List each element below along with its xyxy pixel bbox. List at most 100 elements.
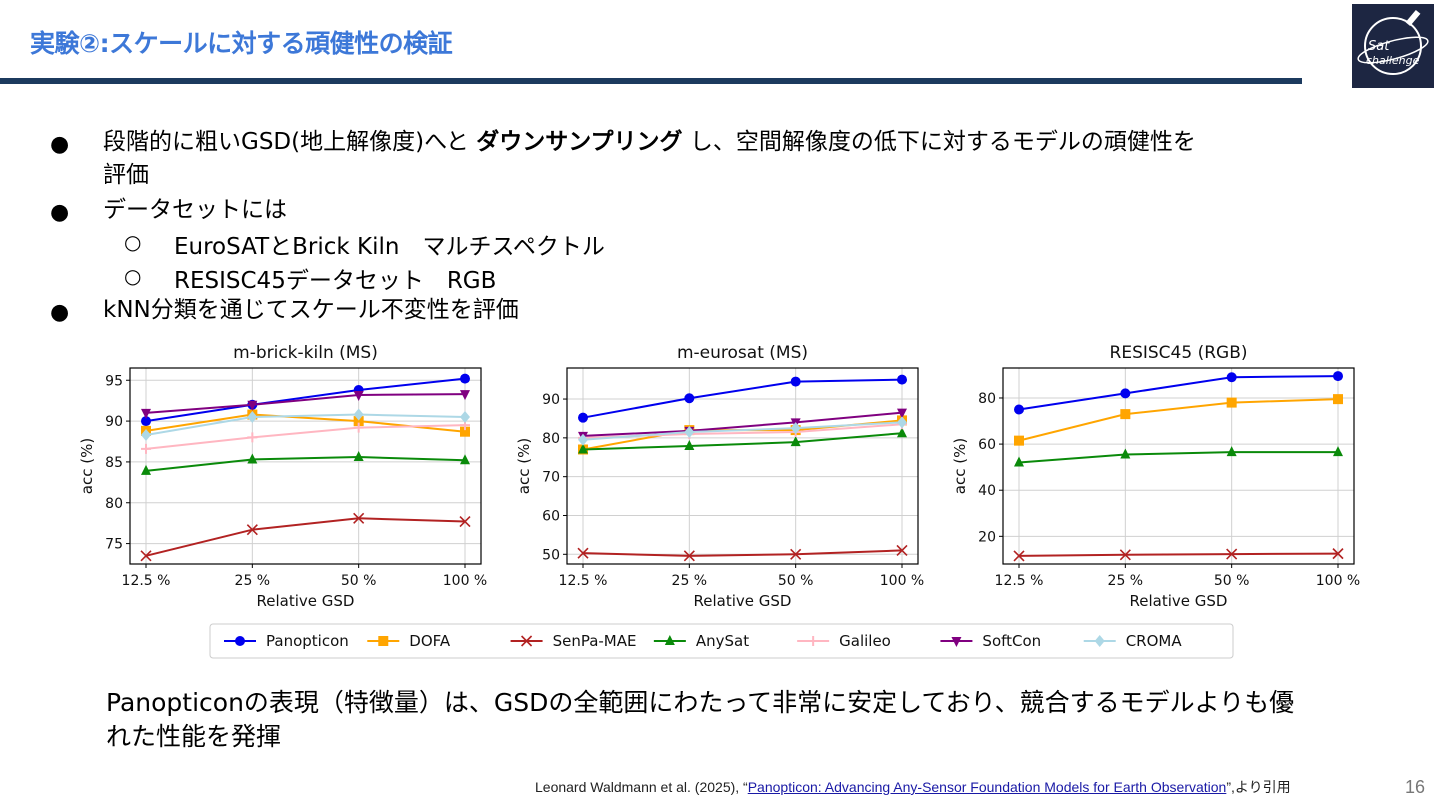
data-point-galileo: [353, 422, 364, 433]
series-anysat: [1014, 446, 1343, 467]
data-point-dofa: [353, 416, 364, 427]
data-point-senpa-mae: [353, 512, 365, 524]
conclusion-line-2: れた性能を発揮: [106, 722, 282, 751]
data-point-senpa-mae: [1332, 548, 1344, 560]
series-line-anysat: [1018, 451, 1338, 464]
y-tick-label: 80: [542, 431, 560, 447]
series-line-galileo: [145, 424, 466, 450]
bullet-marker: ●: [50, 300, 70, 325]
data-point-croma: [578, 433, 588, 446]
legend-marker: [378, 636, 389, 646]
data-point-softcon: [460, 390, 470, 401]
series-croma: [141, 408, 470, 441]
series-line-panopticon: [1018, 375, 1339, 411]
x-axis-label: Relative GSD: [694, 592, 792, 610]
citation-link[interactable]: Panopticon: Advancing Any-Sensor Foundat…: [747, 779, 1227, 795]
legend-label: DOFA: [409, 632, 451, 650]
data-point-senpa-mae: [1013, 550, 1025, 562]
legend-label: AnySat: [696, 632, 749, 650]
citation-prefix: Leonard Waldmann et al. (2025), “: [535, 779, 748, 795]
series-line-dofa: [145, 413, 466, 433]
y-tick-label: 80: [105, 496, 123, 512]
logo-graphic: Sat challenge: [1357, 9, 1429, 75]
data-point-dofa: [460, 426, 470, 437]
x-tick-label: 50 %: [1214, 573, 1250, 589]
legend-label: Panopticon: [266, 632, 349, 650]
bullet-marker: ●: [50, 132, 70, 157]
y-tick-label: 85: [105, 455, 123, 471]
page-number: 16: [1405, 777, 1426, 797]
chart-panel-3: 20 40 60 80 12.5 % 25 % 50 % 100 % RESISC45 (RGB…: [951, 343, 1360, 610]
x-axis-label: Relative GSD: [257, 592, 355, 610]
data-point-anysat: [1120, 448, 1131, 459]
plot-frame: [1002, 367, 1355, 565]
sub-bullet-marker: ○: [124, 230, 142, 254]
x-tick-label: 100 %: [443, 573, 487, 589]
series-senpa-mae: [577, 544, 908, 562]
y-tick-label: 60: [542, 508, 560, 524]
citation-suffix: ”,より引用: [1226, 779, 1291, 795]
sat-challenge-logo: Sat challenge: [1352, 4, 1434, 88]
legend-label: SoftCon: [982, 632, 1041, 650]
data-point-dofa: [1333, 394, 1343, 405]
data-point-senpa-mae: [683, 550, 695, 562]
data-point-anysat: [578, 443, 588, 454]
legend-entry-anysat: AnySat: [653, 632, 749, 650]
bullet-1-text: 段階的に粗いGSD(地上解像度)へと ダウンサンプリング し、空間解像度の低下に…: [103, 126, 1373, 192]
sub-bullet-2-text: RESISC45データセット RGB: [174, 268, 497, 294]
series-line-senpa-mae: [1018, 552, 1339, 557]
y-tick-label: 95: [105, 373, 123, 389]
data-point-panopticon: [790, 376, 801, 387]
bullet-2-text: データセットには: [103, 197, 287, 223]
legend-entry-panopticon: Panopticon: [224, 632, 349, 650]
data-point-senpa-mae: [577, 547, 589, 559]
title-rule: [0, 78, 1302, 84]
conclusion-line-1: Panopticonの表現（特徴量）は、GSDの全範囲にわたって非常に安定してお…: [106, 688, 1295, 717]
data-point-senpa-mae: [1119, 549, 1131, 561]
data-point-dofa: [1226, 397, 1237, 408]
series-line-panopticon: [582, 378, 903, 419]
data-point-anysat: [141, 464, 151, 475]
data-point-senpa-mae: [246, 524, 258, 536]
data-point-panopticon: [578, 412, 588, 423]
chart-title: m-eurosat (MS): [677, 343, 808, 363]
series-line-softcon: [145, 393, 466, 414]
legend-marker: [521, 635, 533, 647]
bullet-1-bold: ダウンサンプリング: [476, 129, 683, 155]
y-tick-label: 80: [978, 391, 996, 407]
data-point-anysat: [684, 440, 695, 451]
data-point-croma: [790, 422, 801, 435]
data-point-panopticon: [1226, 372, 1237, 383]
series-softcon: [141, 390, 470, 419]
data-point-galileo: [247, 432, 258, 443]
legend-marker: [235, 636, 245, 646]
logo-text-sat: Sat: [1368, 39, 1390, 54]
data-point-anysat: [1014, 456, 1024, 467]
series-line-anysat: [582, 432, 903, 451]
charts-svg: 75 80 85 90 95 12.5 % 25 % 50 % 100 % m-brick-kil…: [78, 343, 1360, 659]
y-axis-label: acc (%): [951, 438, 969, 494]
y-tick-label: 75: [105, 537, 123, 553]
series-line-senpa-mae: [145, 517, 466, 557]
chart-legend: Panopticon DOFA SenPa-MAE AnySat Galileo Soft…: [209, 623, 1234, 659]
sub-bullet-marker: ○: [124, 264, 142, 288]
slide-title: 実験②:スケールに対する頑健性の検証: [30, 29, 453, 58]
y-axis-label: acc (%): [515, 438, 533, 494]
y-tick-label: 60: [978, 437, 996, 453]
series-panopticon: [1014, 371, 1343, 415]
data-point-panopticon: [460, 373, 470, 384]
series-line-dofa: [1018, 398, 1339, 442]
data-point-dofa: [1014, 435, 1024, 446]
bullet-3-text: kNN分類を通じてスケール不変性を評価: [103, 297, 519, 323]
data-point-panopticon: [1014, 404, 1024, 415]
x-tick-label: 12.5 %: [559, 573, 608, 589]
legend-label: SenPa-MAE: [553, 632, 637, 650]
data-point-anysat: [1226, 446, 1237, 457]
y-tick-label: 90: [105, 414, 123, 430]
x-tick-label: 100 %: [880, 573, 924, 589]
data-point-senpa-mae: [896, 544, 908, 556]
data-point-croma: [353, 408, 364, 421]
legend-label: Galileo: [839, 632, 891, 650]
x-tick-label: 50 %: [341, 573, 377, 589]
data-point-senpa-mae: [459, 515, 471, 528]
